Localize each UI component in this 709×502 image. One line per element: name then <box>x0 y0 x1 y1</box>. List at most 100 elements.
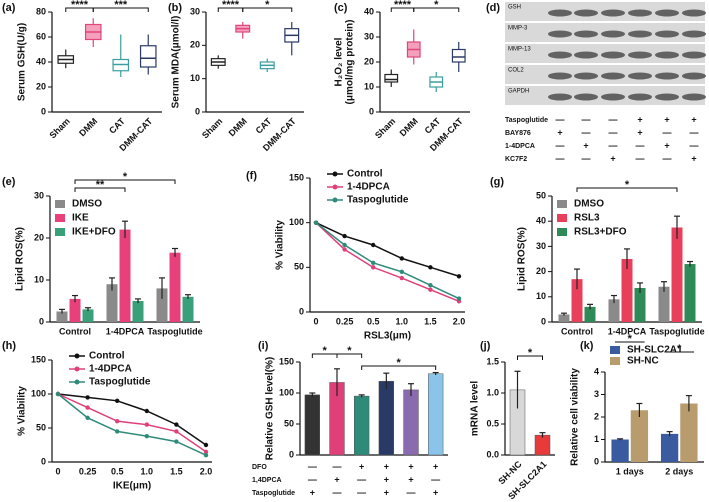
treatment-sign: — <box>582 127 591 137</box>
panel-label: (g) <box>490 176 504 188</box>
blot-row-label: GSH <box>508 5 521 11</box>
bar <box>378 380 394 456</box>
blot-band <box>682 30 706 38</box>
point <box>174 429 179 434</box>
point <box>399 269 404 274</box>
bar <box>534 434 551 456</box>
blot-band <box>601 51 625 59</box>
point <box>342 247 347 252</box>
sig-bracket <box>92 7 149 12</box>
treatment-sign: + <box>384 487 389 497</box>
panel-label: (a) <box>2 2 16 14</box>
sig-bracket <box>361 365 437 370</box>
point <box>144 408 149 414</box>
treatment-sign: — <box>636 153 645 163</box>
y-axis-label: Lipid ROS(%) <box>15 227 26 291</box>
legend-label: DMSO <box>72 199 102 210</box>
y-tick-label: 100 <box>31 388 46 398</box>
panel-label: (h) <box>2 340 16 352</box>
y-tick-label: 150 <box>289 172 304 182</box>
point <box>203 442 209 448</box>
legend-marker <box>332 184 338 190</box>
y-tick-label: 50 <box>284 418 294 428</box>
box-body <box>139 45 157 68</box>
y-tick-label: 150 <box>31 354 46 364</box>
x-tick-label: Control <box>59 326 91 336</box>
blot-band <box>628 93 652 101</box>
bar <box>304 394 320 456</box>
sig-label: * <box>628 333 633 345</box>
y-tick-label: 4 <box>594 366 599 376</box>
sig-bracket <box>74 179 176 184</box>
x-tick-label: 1.5 <box>424 316 437 326</box>
treatment-sign: — <box>609 127 618 137</box>
blot-band <box>601 72 625 80</box>
y-tick-label: 30 <box>190 6 200 16</box>
x-axis-label: IKE(μm) <box>113 481 151 492</box>
blot-band <box>601 30 625 38</box>
blot-band <box>655 93 679 101</box>
blot-band <box>601 9 625 17</box>
point <box>371 260 376 266</box>
point <box>144 422 149 427</box>
x-tick-label: 1.0 <box>396 316 409 326</box>
y-tick-label: 0 <box>541 316 546 326</box>
treatment-sign: + <box>610 153 615 163</box>
x-tick-label: 2 days <box>665 466 693 476</box>
blot-band <box>601 93 625 101</box>
point <box>55 391 61 397</box>
x-tick-label: Taspoglutide <box>147 326 202 336</box>
y-axis-label: H₂O₂ level <box>334 37 345 86</box>
legend-marker <box>74 353 80 359</box>
x-tick-label: 1 days <box>616 466 644 476</box>
y-tick-label: 0 <box>39 316 44 326</box>
treatment-sign: + <box>637 127 642 137</box>
x-tick-label: Taspoglutide <box>649 326 704 336</box>
bar <box>156 288 168 322</box>
legend-marker <box>74 366 80 372</box>
y-tick-label: 30 <box>34 190 44 200</box>
bar <box>660 433 679 462</box>
blot-band <box>682 93 706 101</box>
sig-label: **** <box>71 0 89 11</box>
treatment-sign: — <box>609 140 618 150</box>
y-axis-label: % Viability <box>17 386 28 436</box>
panel-label: (i) <box>258 340 269 352</box>
y-tick-label: 40 <box>536 216 546 226</box>
blot-band <box>574 9 598 17</box>
legend-label: 1-4DPCA <box>347 182 390 193</box>
y-axis-label: Relative GSH level(%) <box>265 357 276 460</box>
point <box>85 395 90 400</box>
bar <box>82 309 94 322</box>
legend-swatch <box>557 228 567 236</box>
y-tick-label: 100 <box>279 387 294 397</box>
y-tick-label: 60 <box>36 31 46 41</box>
point <box>85 405 90 410</box>
line <box>315 222 460 302</box>
bar <box>403 389 419 456</box>
treatment-sign: + <box>691 153 696 163</box>
x-tick-label: DMM <box>227 116 249 138</box>
treatment-sign: + <box>664 114 669 124</box>
legend-swatch <box>55 228 65 236</box>
legend-label: IKE+DFO <box>72 227 116 238</box>
treatment-name: 1-4DPCA <box>505 143 535 150</box>
x-tick-label: DMM <box>398 116 420 138</box>
y-tick-label: 150 <box>279 356 294 366</box>
bar <box>584 306 596 322</box>
y-tick-label: 1 <box>594 434 599 444</box>
bar <box>354 395 370 456</box>
treatment-sign: + <box>637 114 642 124</box>
point <box>456 274 462 279</box>
point <box>174 422 179 427</box>
y-tick-label: 20 <box>36 81 46 91</box>
legend-label: Control <box>89 351 125 362</box>
panel-label: (e) <box>2 176 16 188</box>
y-tick-label: 0 <box>369 106 374 116</box>
y-tick-label: 80 <box>36 6 46 16</box>
blot-band <box>574 30 598 38</box>
bar <box>630 410 649 462</box>
y-tick-label: 50 <box>536 190 546 200</box>
sig-bracket <box>413 7 460 12</box>
box-body <box>451 48 466 63</box>
